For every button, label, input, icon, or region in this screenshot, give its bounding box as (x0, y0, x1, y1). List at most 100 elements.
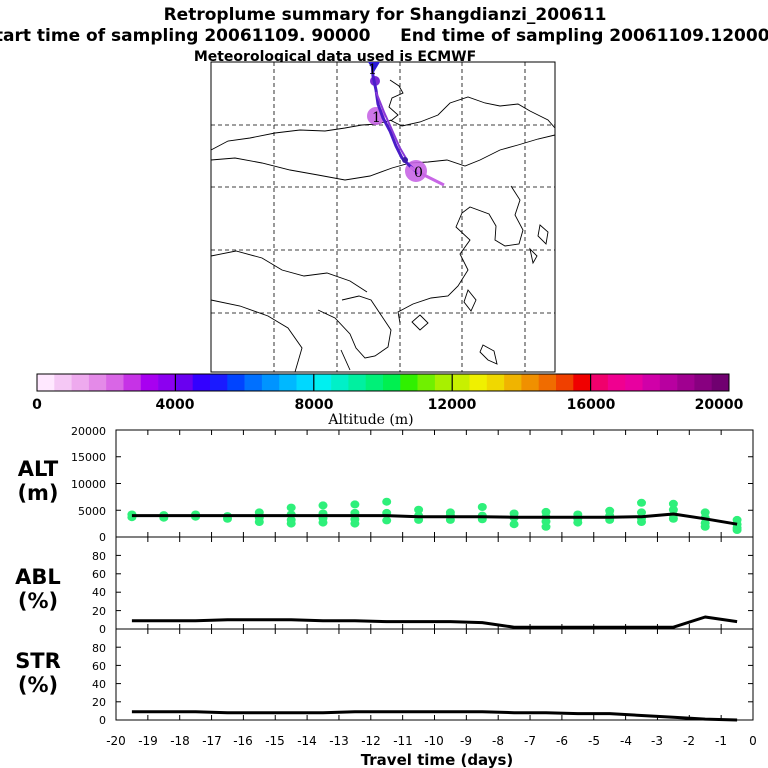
alt-particle-point (668, 514, 678, 523)
xtick--18: -18 (170, 734, 190, 748)
colorbar-tick-0: 0 (32, 397, 42, 413)
abl-ytick-60: 60 (92, 568, 106, 581)
trajectory-node-icon (402, 157, 408, 163)
colorbar-cell (261, 374, 280, 391)
map-marker-0: 0 (414, 165, 423, 181)
xtick--12: -12 (361, 734, 381, 748)
xtick--16: -16 (233, 734, 253, 748)
xtick--2: -2 (683, 734, 695, 748)
title-line3: Meteorological data used is ECMWF (194, 49, 476, 65)
xtick--10: -10 (424, 734, 444, 748)
colorbar-cell (365, 374, 384, 391)
colorbar-cell (711, 374, 730, 391)
xtick--17: -17 (202, 734, 222, 748)
xtick--5: -5 (588, 734, 600, 748)
alt-ytick-0: 0 (99, 531, 106, 544)
alt-particle-point (318, 518, 328, 527)
xtick-0: 0 (749, 734, 757, 748)
colorbar-cell (573, 374, 591, 391)
xtick--20: -20 (106, 734, 126, 748)
colorbar-cell (279, 374, 297, 391)
trajectory-line-tail (409, 165, 445, 187)
colorbar-cell (37, 374, 55, 391)
colorbar-cell (331, 374, 349, 391)
xtick--7: -7 (524, 734, 536, 748)
abl-ytick-80: 80 (92, 550, 106, 563)
colorbar-cell (313, 374, 332, 391)
alt-particle-point (318, 501, 328, 510)
alt-particle-point (350, 519, 360, 528)
xtick--8: -8 (492, 734, 504, 748)
colorbar-cell (123, 374, 142, 391)
abl-ytick-40: 40 (92, 586, 106, 599)
colorbar-cell (383, 374, 401, 391)
colorbar-cell (521, 374, 539, 391)
alt-particle-point (637, 518, 646, 526)
colorbar-cell (71, 374, 90, 391)
xtick--19: -19 (138, 734, 158, 748)
map-marker-1a: 1 (368, 62, 377, 78)
title-line2: Start time of sampling 20061109. 90000 E… (0, 26, 768, 46)
colorbar-cell (642, 374, 661, 391)
map-frame (210, 61, 556, 373)
alt-particle-point (350, 500, 360, 509)
alt-particle-point (382, 516, 392, 525)
colorbar-cell (106, 374, 124, 391)
xtick--14: -14 (297, 734, 317, 748)
x-axis-title: Travel time (days) (361, 751, 514, 768)
alt-particle-point (509, 520, 519, 529)
alt-particle-point (286, 519, 296, 528)
colorbar-cell (54, 374, 72, 391)
colorbar-tick-4000: 4000 (156, 397, 195, 413)
colorbar-cell (210, 374, 228, 391)
alt-particle-point (254, 518, 264, 526)
str-ytick-60: 60 (92, 660, 106, 673)
map-panel: 1 1 0 (210, 61, 556, 373)
alt-panel-unit: (m) (17, 481, 58, 505)
colorbar-title: Altitude (m) (327, 412, 413, 428)
xtick--11: -11 (393, 734, 413, 748)
colorbar: 0 4000 8000 12000 16000 20000 Altitude (… (32, 373, 744, 428)
xtick--1: -1 (715, 734, 727, 748)
x-axis-labels: -20 -19 -18 -17 -16 -15 -14 -13 -12 -11 … (106, 734, 757, 768)
colorbar-cell (486, 374, 505, 391)
colorbar-cell (538, 374, 557, 391)
colorbar-cell (504, 374, 522, 391)
colorbar-cells (37, 374, 730, 391)
abl-ytick-0: 0 (99, 623, 106, 636)
receptor-marker-icon (368, 62, 380, 72)
alt-chart-marks (127, 497, 742, 534)
colorbar-cell (140, 374, 159, 391)
colorbar-tick-8000: 8000 (295, 397, 334, 413)
colorbar-cell (607, 374, 626, 391)
time-series-panels: ALT (m) ABL (%) STR (%) 0 5000 10000 150… (15, 425, 754, 727)
xtick--6: -6 (556, 734, 568, 748)
colorbar-frame (36, 373, 730, 392)
colorbar-cell (175, 374, 193, 391)
alt-panel-label: ALT (18, 457, 59, 481)
alt-particle-point (637, 498, 646, 507)
str-ytick-80: 80 (92, 642, 106, 655)
title-line1: Retroplume summary for Shangdianzi_20061… (164, 5, 607, 25)
alt-series-line (131, 512, 738, 526)
colorbar-cell (434, 374, 453, 391)
xtick--4: -4 (620, 734, 632, 748)
str-ytick-40: 40 (92, 678, 106, 691)
colorbar-tick-16000: 16000 (567, 397, 616, 413)
colorbar-cell (556, 374, 574, 391)
alt-particle-point (382, 497, 392, 506)
xtick--9: -9 (460, 734, 472, 748)
alt-particle-point (732, 526, 742, 534)
colorbar-cell (417, 374, 436, 391)
map-gridlines (211, 62, 555, 372)
str-panel-frame (115, 628, 754, 721)
alt-particle-point (286, 503, 296, 512)
colorbar-cell (452, 374, 470, 391)
colorbar-cell (625, 374, 643, 391)
alt-ytick-20000: 20000 (71, 425, 106, 438)
alt-particle-point (477, 503, 487, 511)
colorbar-cell (469, 374, 488, 391)
str-chart-marks (131, 710, 738, 722)
alt-particle-point (700, 522, 710, 531)
